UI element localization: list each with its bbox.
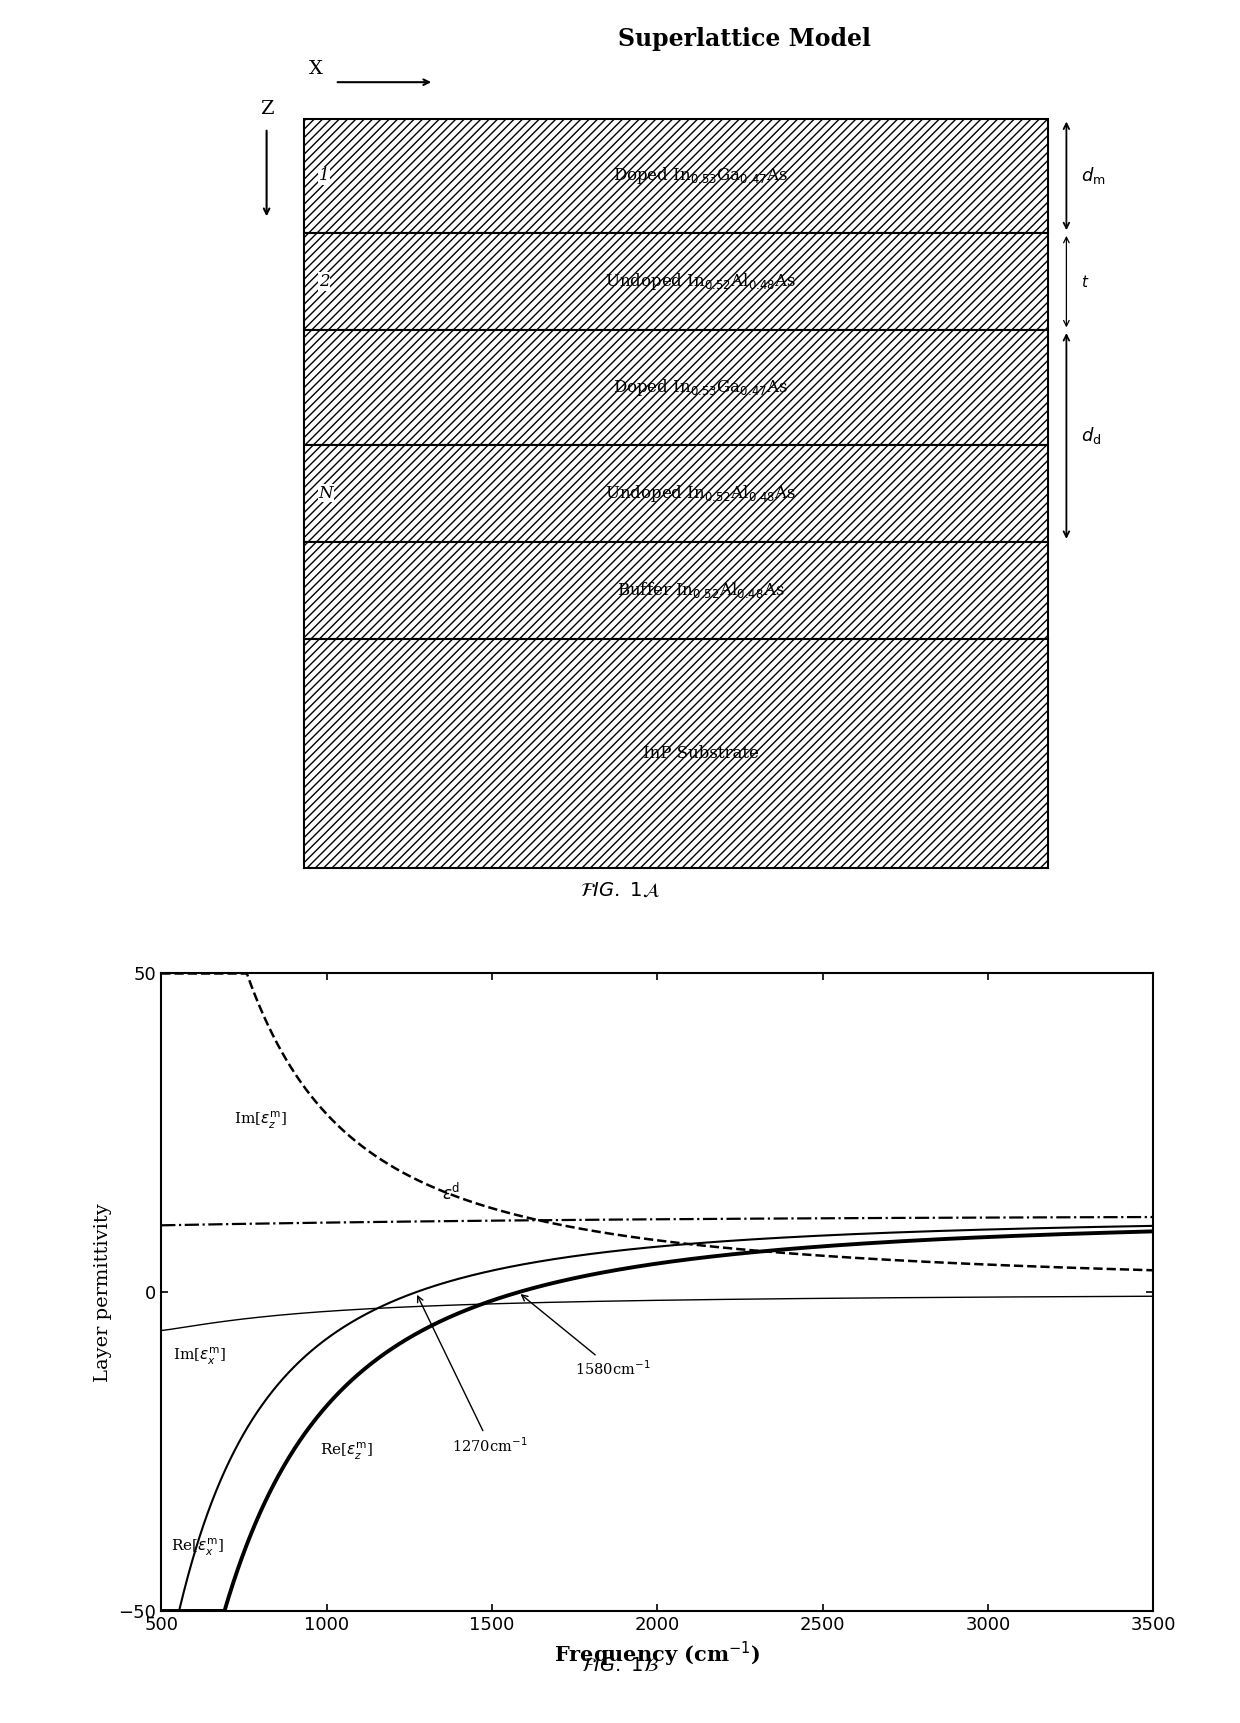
Text: Doped In$_{0.53}$Ga$_{0.47}$As: Doped In$_{0.53}$Ga$_{0.47}$As [613, 377, 789, 398]
Text: $d_{\rm m}$: $d_{\rm m}$ [1081, 165, 1106, 186]
Text: Buffer In$_{0.52}$Al$_{0.48}$As: Buffer In$_{0.52}$Al$_{0.48}$As [616, 581, 785, 600]
Bar [304, 233, 1048, 331]
Bar [304, 541, 1048, 639]
Text: Re[$\varepsilon_x^{\rm m}$]: Re[$\varepsilon_x^{\rm m}$] [171, 1537, 224, 1558]
Bar [304, 331, 1048, 445]
X-axis label: Frequency (cm$^{-1}$): Frequency (cm$^{-1}$) [554, 1639, 760, 1668]
Text: Re[$\varepsilon_z^{\rm m}$]: Re[$\varepsilon_z^{\rm m}$] [320, 1440, 373, 1463]
Text: Im[$\varepsilon_x^{\rm m}$]: Im[$\varepsilon_x^{\rm m}$] [172, 1346, 226, 1366]
Text: 1580cm$^{-1}$: 1580cm$^{-1}$ [522, 1296, 650, 1378]
Text: 1: 1 [319, 167, 330, 184]
Text: Undoped In$_{0.52}$Al$_{0.48}$As: Undoped In$_{0.52}$Al$_{0.48}$As [605, 482, 796, 503]
Bar [304, 445, 1048, 541]
Text: $\mathcal{F}$$IG.\ 1\mathcal{B}$: $\mathcal{F}$$IG.\ 1\mathcal{B}$ [580, 1658, 660, 1675]
Text: $t$: $t$ [1081, 274, 1090, 289]
Text: Undoped In$_{0.52}$Al$_{0.48}$As: Undoped In$_{0.52}$Al$_{0.48}$As [605, 271, 796, 293]
Text: $\varepsilon^{\rm d}$: $\varepsilon^{\rm d}$ [443, 1182, 460, 1204]
Text: X: X [309, 60, 324, 78]
Text: $\mathcal{F}$$IG.\ 1\mathcal{A}$: $\mathcal{F}$$IG.\ 1\mathcal{A}$ [580, 880, 660, 899]
Bar [304, 119, 1048, 233]
Text: Doped In$_{0.53}$Ga$_{0.47}$As: Doped In$_{0.53}$Ga$_{0.47}$As [613, 165, 789, 186]
Text: Im[$\varepsilon_z^{\rm m}$]: Im[$\varepsilon_z^{\rm m}$] [234, 1110, 286, 1130]
Text: Superlattice Model: Superlattice Model [618, 28, 870, 52]
Text: N: N [319, 484, 334, 501]
Y-axis label: Layer permittivity: Layer permittivity [93, 1203, 112, 1382]
Text: 2: 2 [319, 274, 330, 289]
Bar [304, 639, 1048, 867]
Text: InP Substrate: InP Substrate [642, 744, 759, 762]
Text: 1270cm$^{-1}$: 1270cm$^{-1}$ [418, 1296, 528, 1454]
Text: $d_{\rm d}$: $d_{\rm d}$ [1081, 426, 1101, 446]
Text: Z: Z [260, 100, 273, 119]
